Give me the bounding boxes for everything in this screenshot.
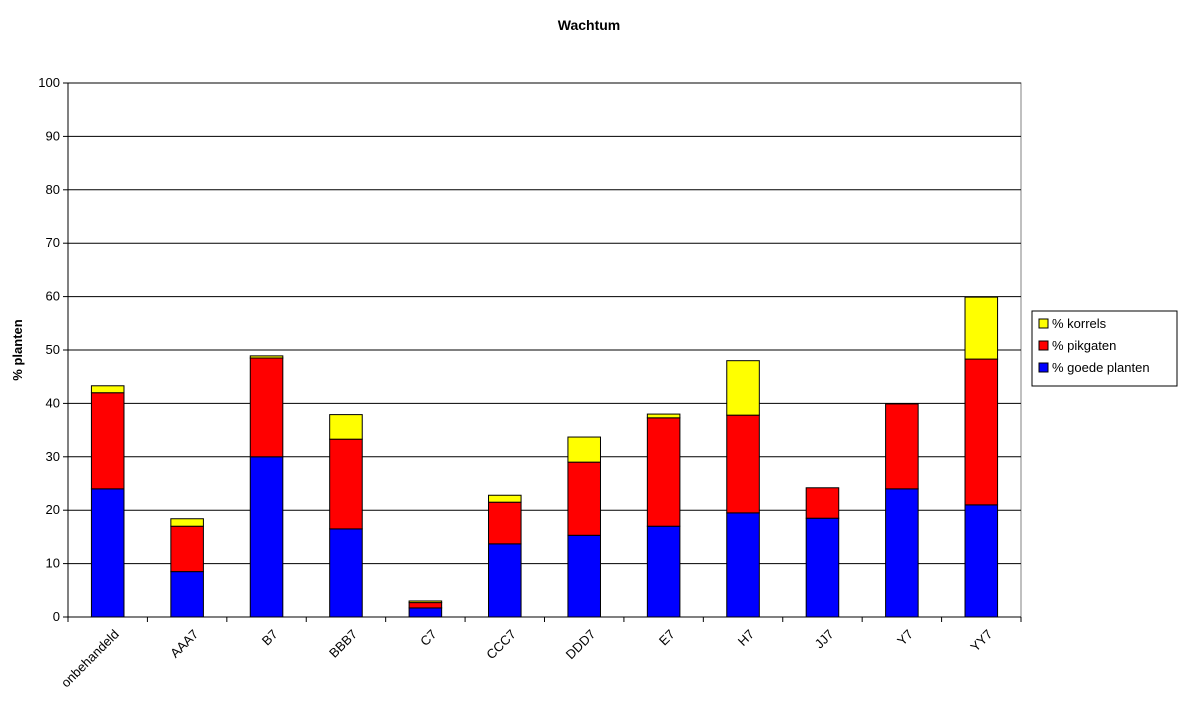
bar-segment [488,494,522,503]
y-tick-label: 30 [46,449,60,464]
bar-segment [885,488,919,618]
legend-swatch [1038,340,1049,351]
x-tick-label: DDD7 [563,627,599,663]
bar-segment [90,488,125,618]
bar-segment [329,528,363,618]
bar-segment [805,487,840,519]
bar-segment [329,414,363,440]
x-tick-label: B7 [259,627,281,649]
bar-segment [329,438,363,530]
x-tick-label: C7 [417,627,439,649]
bar-segment [170,525,204,573]
bar-segment [726,512,760,618]
bar-segment [567,534,601,618]
bar-segment [964,296,999,360]
y-tick-label: 80 [46,182,60,197]
bar-segment [805,517,840,618]
y-tick-label: 20 [46,502,60,517]
x-tick-label: H7 [735,627,757,649]
gridlines [68,82,1021,565]
bar-segment [170,518,204,527]
bar-segment [249,355,284,359]
legend-label: % pikgaten [1052,338,1116,353]
y-tick-label: 10 [46,556,60,571]
bar-segment [488,501,522,545]
x-tick-label: AAA7 [167,627,201,661]
bar-segment [170,571,204,618]
x-tick-label: E7 [656,627,678,649]
x-tick-label: BBB7 [326,627,360,661]
legend-label: % goede planten [1052,360,1150,375]
x-tick-label: Y7 [894,627,916,649]
bar-segment [249,456,284,618]
y-tick-label: 70 [46,235,60,250]
bar-segment [726,414,760,514]
bar-segment [408,600,443,604]
legend-label: % korrels [1052,316,1107,331]
bars [90,296,999,618]
x-axis-ticks: onbehandeld AAA7 B7 BBB7 C7 CCC7 DDD7 E7 H7 JJ7 Y7… [58,617,1022,691]
bar-segment [408,602,443,609]
bar-segment [488,543,522,618]
y-tick-label: 40 [46,395,60,410]
bar-segment [646,525,681,618]
y-axis-ticks: 0 10 20 30 40 50 60 70 80 90 100 [38,75,68,624]
legend-swatch [1038,318,1049,329]
bar-segment [567,436,601,463]
bar-segment [249,357,284,458]
chart-title: Wachtum [558,17,620,33]
legend: % korrels % pikgaten % goede planten [1031,310,1178,387]
bar-segment [646,413,681,419]
y-tick-label: 90 [46,128,60,143]
x-tick-label: YY7 [967,627,995,655]
y-tick-label: 0 [53,609,60,624]
x-tick-label: CCC7 [483,627,519,663]
bar-segment [90,392,125,490]
x-tick-label: onbehandeld [58,627,122,691]
bar-segment [964,358,999,506]
bar-segment [964,504,999,618]
bar-segment [646,417,681,527]
y-axis-label: % planten [10,319,25,380]
legend-box [1031,310,1178,387]
bar-segment [90,385,125,394]
x-tick-label: JJ7 [812,627,837,652]
bar-segment [885,403,919,490]
y-tick-label: 60 [46,289,60,304]
y-tick-label: 50 [46,342,60,357]
legend-swatch [1038,362,1049,373]
bar-segment [567,461,601,536]
y-tick-label: 100 [38,75,60,90]
bar-segment [726,360,760,416]
bar-segment [408,607,443,618]
